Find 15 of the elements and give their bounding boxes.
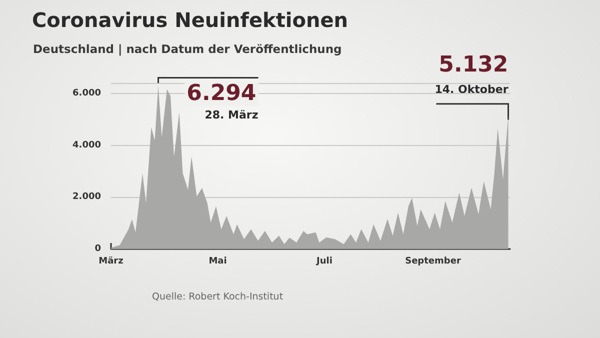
y-tick-label: 6.000: [72, 88, 101, 98]
x-tick-label: März: [98, 256, 124, 266]
x-tick-label: Mai: [208, 256, 227, 266]
source-note: Quelle: Robert Koch-Institut: [152, 292, 284, 302]
chart-title: Coronavirus Neuinfektionen: [32, 8, 348, 32]
annotation: 5.132: [438, 52, 508, 78]
annotation: 6.294: [186, 81, 256, 106]
x-tick-label: September: [405, 256, 462, 266]
y-tick-label: 2.000: [72, 192, 101, 202]
annotation: 28. März: [204, 108, 258, 122]
annotation: 14. Oktober: [434, 82, 509, 96]
y-tick-label: 4.000: [72, 140, 101, 150]
y-tick-label: 0: [94, 244, 101, 254]
chart-subtitle: Deutschland | nach Datum der Veröffentlichung: [33, 42, 342, 56]
x-tick-label: Juli: [316, 256, 332, 266]
